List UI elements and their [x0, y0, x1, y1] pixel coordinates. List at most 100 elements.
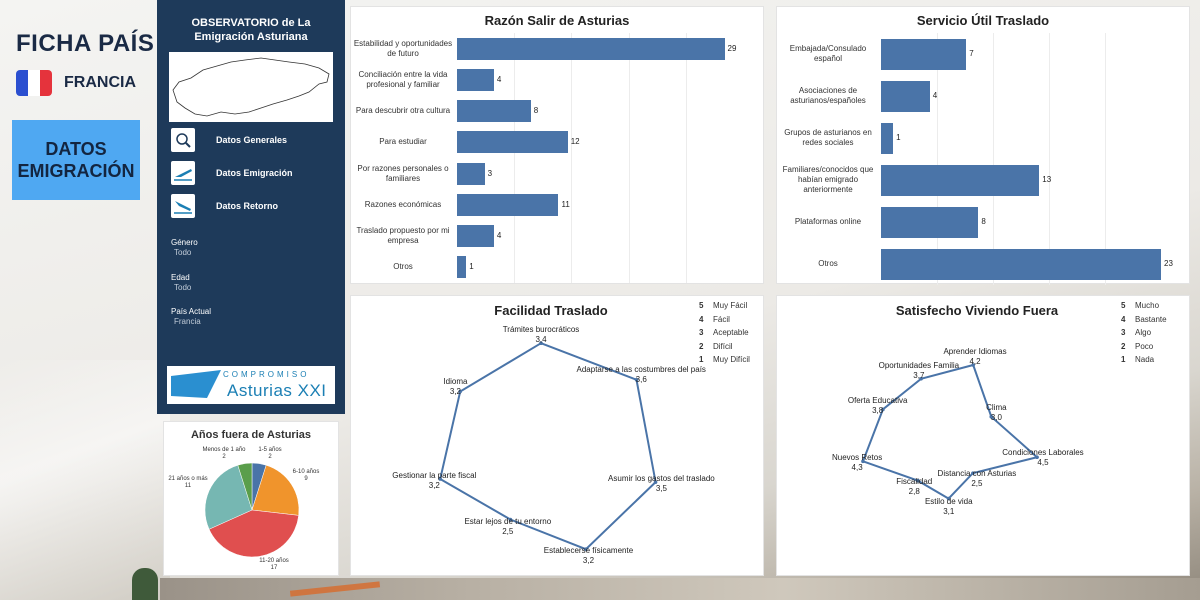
bar-value-label: 4	[496, 74, 502, 84]
radar-point	[634, 378, 639, 382]
radar-point	[971, 363, 975, 367]
axis-name: Condiciones Laborales	[1002, 448, 1084, 458]
bar-category-label: Por razones personales o familiares	[357, 163, 449, 183]
legend-number: 3	[699, 328, 704, 337]
chart-title: Satisfecho Viviendo Fuera	[895, 303, 1059, 318]
axis-value: 3,1	[943, 506, 955, 516]
axis-name: Aprender Idiomas	[943, 347, 1007, 357]
radar-svg	[438, 341, 658, 551]
pie-slice	[208, 509, 299, 558]
radar-point	[861, 459, 865, 464]
plane-landing-icon	[171, 194, 195, 218]
bar-category-label: Razones económicas	[364, 199, 442, 209]
chart-title: Servicio Útil Traslado	[916, 13, 1050, 28]
legend-label: Muy Fácil	[713, 301, 748, 310]
radar-point	[653, 480, 658, 484]
bar-value-label: 12	[570, 137, 580, 147]
filter-value: Todo	[174, 248, 192, 257]
legend-number: 2	[1121, 341, 1126, 351]
axis-name: Clima	[986, 402, 1007, 412]
axis-name: Gestionar la parte fiscal	[392, 470, 477, 480]
chart-title: Años fuera de Asturias	[190, 429, 311, 441]
radar-point	[881, 407, 885, 412]
background-strip	[160, 578, 1200, 600]
pie-slice-label: 11-20 años 17	[259, 558, 289, 572]
axis-name: Nuevos Retos	[831, 452, 883, 462]
bar-category-label: Embajada/Consulado español	[789, 44, 867, 63]
axis-value: 3,2	[428, 480, 440, 490]
bar	[457, 131, 568, 154]
legend-number: 4	[699, 314, 704, 324]
bar	[881, 80, 930, 112]
sidebar-title-line1: OBSERVATORIO de La	[191, 17, 311, 29]
bar-category-label: Familiares/conocidos que habían emigrado a…	[782, 165, 874, 194]
slice-value: 17	[270, 565, 278, 571]
radar-axis-label: Adaptarse a las costumbres del país 3,6	[577, 365, 706, 385]
legend-item: 1 Muy Difícil	[699, 355, 750, 364]
section-badge: DATOS EMIGRACIÓN	[12, 120, 140, 200]
bar-value-label: 7	[969, 49, 974, 58]
radar-point	[919, 376, 923, 381]
legend-number: 5	[1121, 301, 1126, 310]
slice-value: 2	[222, 454, 226, 460]
sidebar-title-line2: Emigración Asturiana	[194, 31, 308, 43]
panel-razon-salir: Razón Salir de Asturias Estabilidad y op…	[350, 6, 764, 284]
nav-datos-generales[interactable]: Datos Generales	[171, 128, 341, 152]
filter-value: Todo	[174, 283, 192, 292]
nav-datos-emigracion[interactable]: Datos Emigración	[171, 161, 341, 185]
radar-axis-label: Condiciones Laborales 4,5	[1002, 448, 1083, 468]
filter-pais-actual[interactable]: País Actual Francia	[171, 307, 211, 327]
radar-point	[989, 414, 994, 419]
axis-name: Fiscalidad	[896, 476, 933, 486]
radar-axis-label: Oferta Educativa 3,8	[848, 396, 908, 416]
radar-axis-label: Trámites burocráticos 3,4	[503, 325, 580, 345]
bar-category-label: Asociaciones de asturianos/españoles	[790, 86, 866, 105]
legend-number: 5	[699, 301, 704, 310]
axis-value: 4,3	[851, 462, 863, 472]
bar	[457, 256, 467, 279]
bar-value-label: 8	[533, 106, 539, 116]
radar-point	[1035, 455, 1039, 459]
slice-name: 1-5 años	[258, 447, 282, 453]
background-figure	[132, 568, 158, 600]
filter-genero[interactable]: Género Todo	[171, 238, 198, 258]
axis-name: Distancia con Asturias	[937, 469, 1017, 479]
bar	[457, 37, 725, 60]
radar-axis-label: Estilo de vida 3,1	[925, 497, 973, 517]
axis-value: 3,7	[913, 371, 925, 381]
bar-value-label: 4	[932, 91, 938, 100]
background-road	[0, 360, 170, 600]
slice-name: 21 años o más	[168, 476, 208, 482]
legend-label: Fácil	[713, 314, 730, 324]
section-badge-line1: DATOS	[45, 139, 107, 159]
legend-item: 4 Bastante	[1121, 315, 1167, 324]
bar	[881, 248, 1161, 280]
radar-axis-label: Nuevos Retos 4,3	[832, 453, 882, 473]
axis-name: Oferta Educativa	[847, 395, 908, 405]
nav-datos-retorno[interactable]: Datos Retorno	[171, 194, 341, 218]
radar-point	[539, 341, 543, 345]
filter-edad[interactable]: Edad Todo	[171, 273, 191, 293]
chart-title: Facilidad Traslado	[494, 303, 608, 318]
pie-svg	[204, 462, 300, 558]
legend-label: Difícil	[713, 341, 733, 351]
radar-point	[508, 517, 513, 522]
filter-label: Género	[171, 238, 198, 247]
bar-value-label: 1	[896, 133, 901, 142]
country-name: FRANCIA	[64, 74, 136, 91]
axis-value: 3,5	[655, 483, 667, 493]
asturias-map	[169, 52, 333, 122]
axis-value: 4,5	[1037, 458, 1049, 468]
logo-line2: Asturias XXI	[227, 381, 327, 400]
legend-item: 3 Aceptable	[699, 328, 749, 337]
axis-value: 3,2	[582, 556, 595, 566]
bar-value-label: 3	[487, 168, 493, 178]
axis-value: 3,0	[990, 412, 1002, 422]
pie-slice	[237, 462, 253, 511]
axis-name: Asumir los gastos del traslado	[608, 473, 715, 483]
radar-axis-label: Gestionar la parte fiscal 3,2	[392, 471, 476, 491]
gridline	[993, 33, 994, 285]
bar-category-label: Otros	[393, 262, 413, 272]
slice-name: Menos de 1 año	[202, 447, 246, 453]
radar-point	[438, 477, 442, 481]
